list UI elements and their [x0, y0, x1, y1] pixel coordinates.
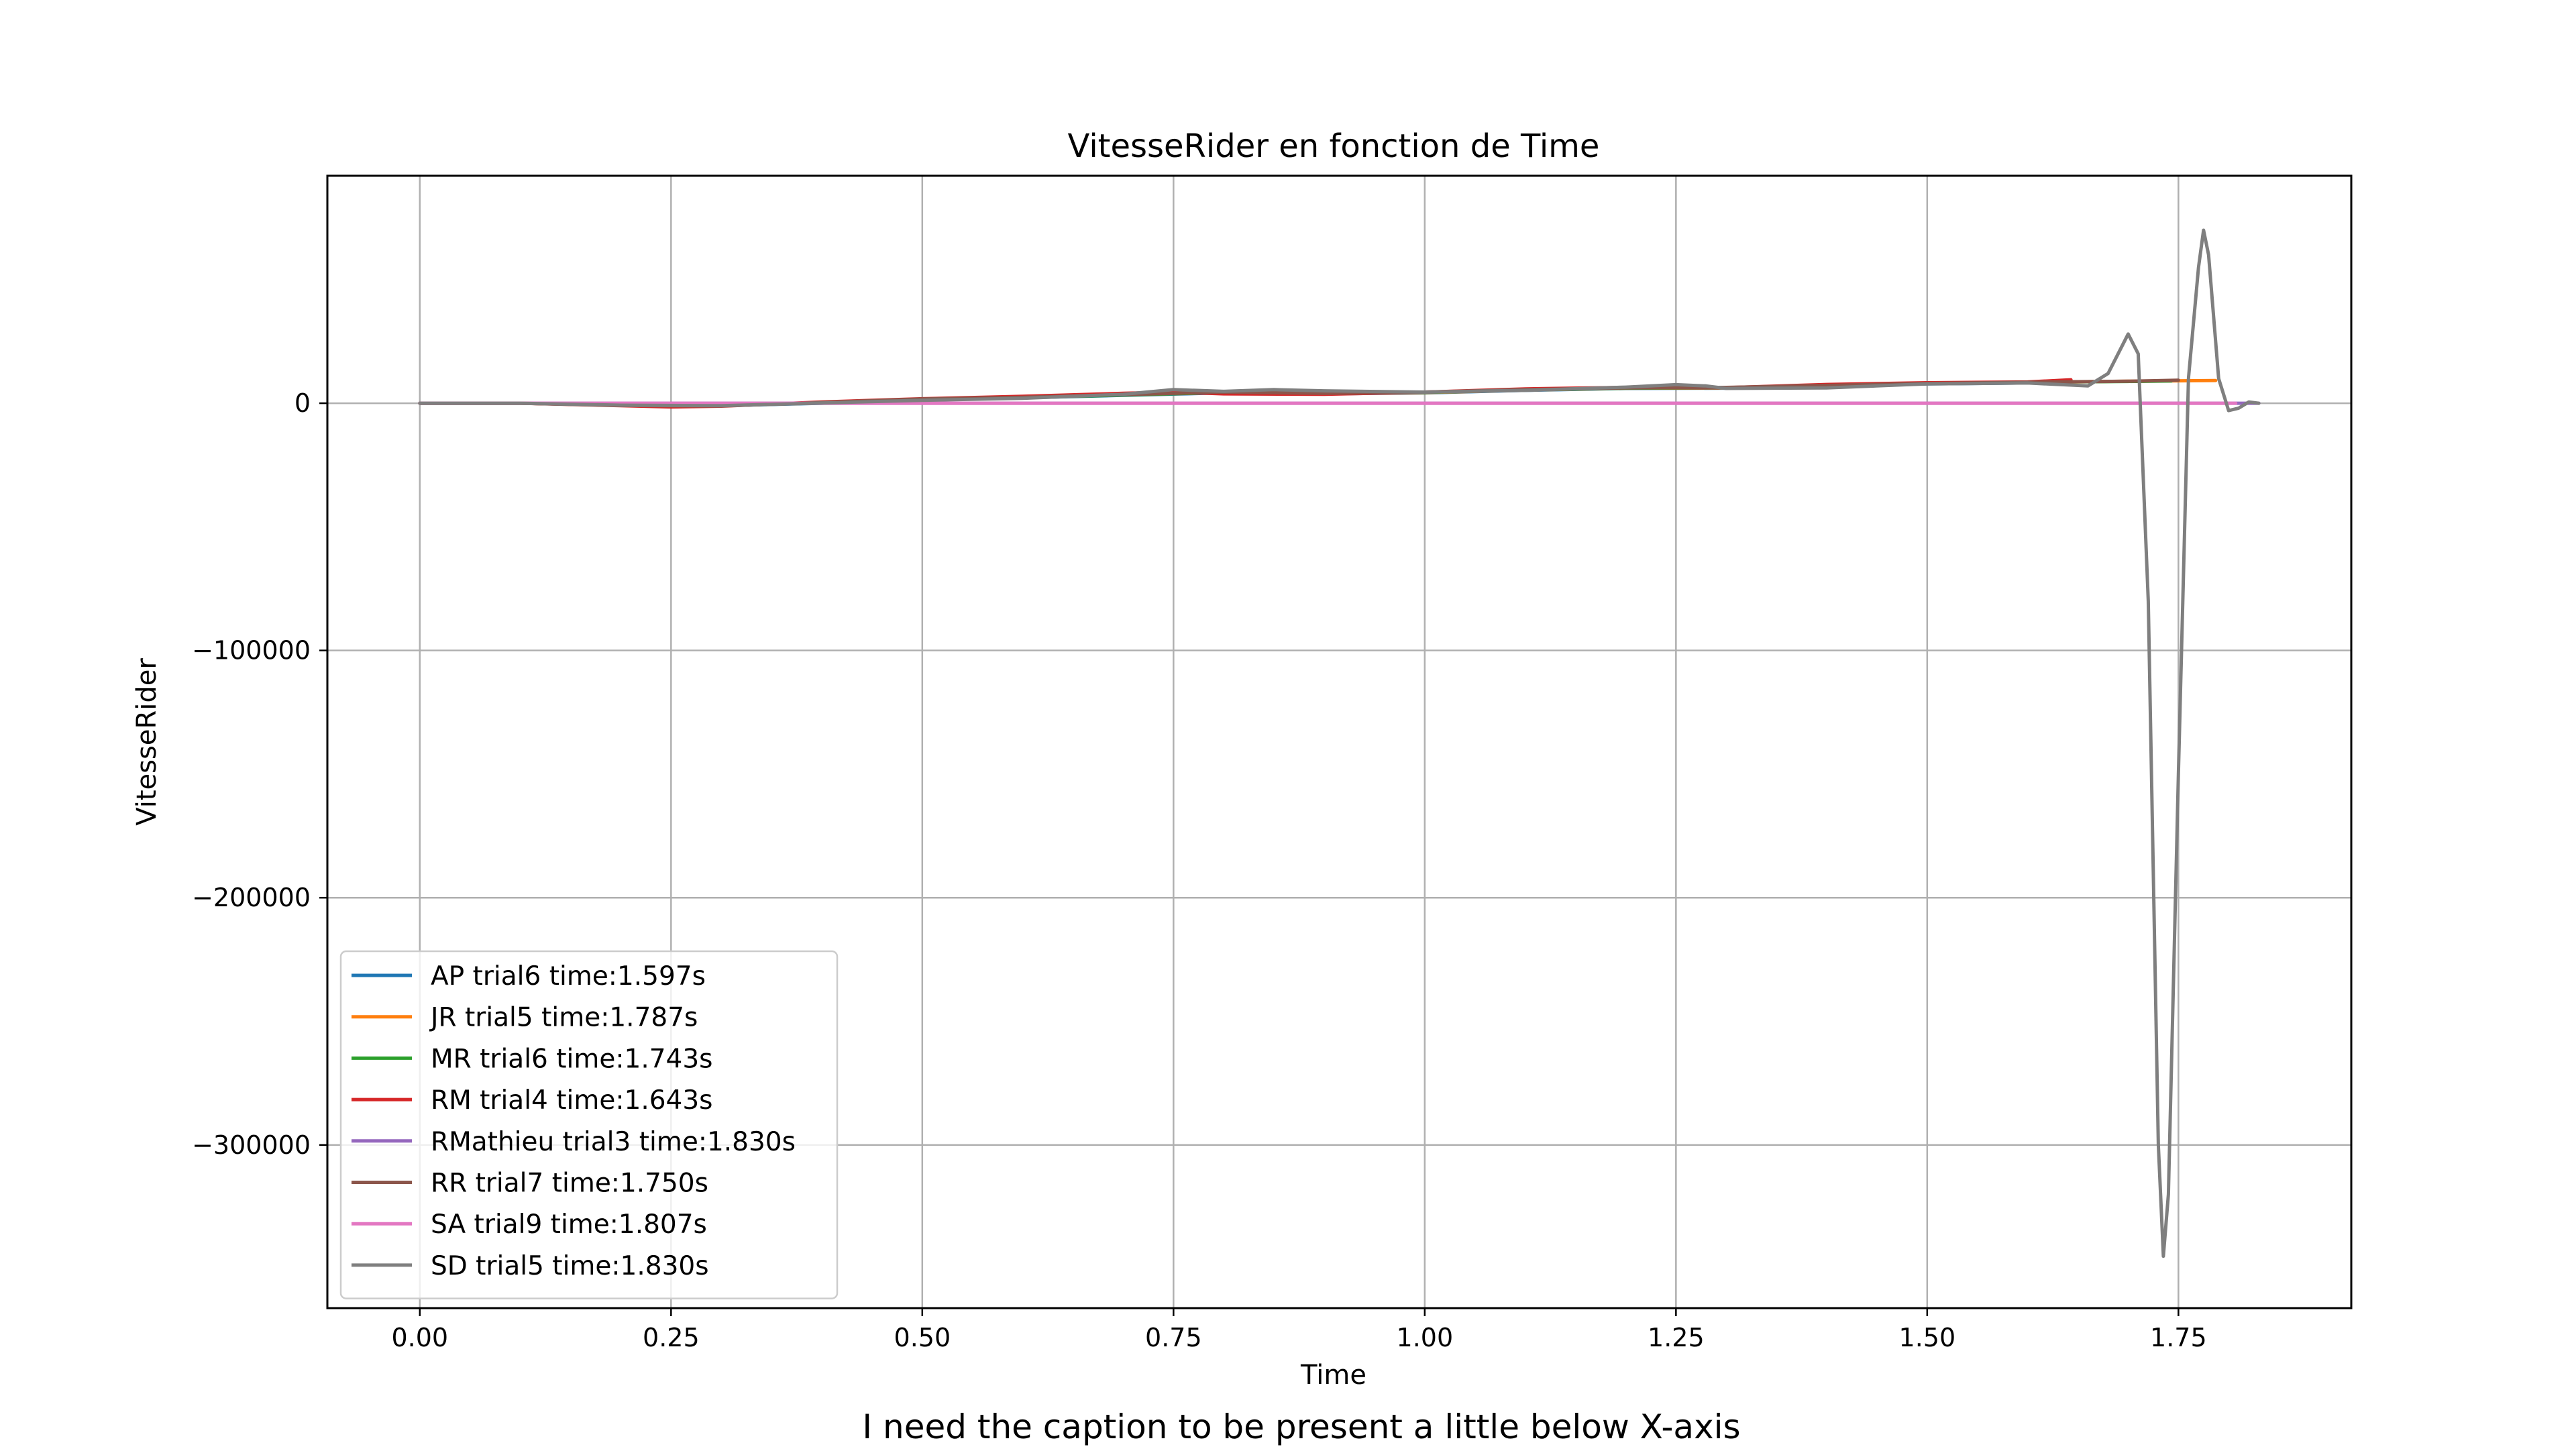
- legend-label: RMathieu trial3 time:1.830s: [431, 1127, 796, 1157]
- x-tick-label: 1.75: [2150, 1323, 2207, 1352]
- plot-frame: [326, 174, 2353, 1309]
- x-tick-label: 0.50: [894, 1323, 951, 1352]
- y-tick-label: 0: [294, 388, 311, 418]
- x-tick-label: 0.75: [1145, 1323, 1202, 1352]
- series-lines: [418, 228, 2261, 1258]
- legend-label: RM trial4 time:1.643s: [431, 1085, 712, 1116]
- legend-label: MR trial6 time:1.743s: [431, 1044, 712, 1074]
- legend-box: [339, 950, 839, 1299]
- legend-label: JR trial5 time:1.787s: [429, 1003, 698, 1033]
- series-line: [418, 228, 2261, 1258]
- y-tick-label: −200000: [192, 883, 311, 912]
- legend-label: SD trial5 time:1.830s: [431, 1251, 709, 1281]
- axes: 0.00 0.25 0.50 0.75 1.00 1.25 1.50 1.75 0 −100000…: [192, 174, 2353, 1352]
- chart-title: VitesseRider en fonction de Time: [1068, 127, 1600, 165]
- legend: AP trial6 time:1.597s JR trial5 time:1.78…: [339, 950, 839, 1299]
- legend-label: AP trial6 time:1.597s: [431, 961, 706, 991]
- x-tick-label: 1.25: [1648, 1323, 1705, 1352]
- y-tick-label: −300000: [192, 1130, 311, 1160]
- caption: I need the caption to be present a littl…: [862, 1407, 1740, 1446]
- x-tick-label: 0.25: [643, 1323, 700, 1352]
- legend-label: SA trial9 time:1.807s: [431, 1210, 707, 1240]
- x-tick-label: 1.00: [1397, 1323, 1454, 1352]
- x-axis-label: Time: [1300, 1360, 1366, 1391]
- y-axis-label: VitesseRider: [131, 658, 162, 826]
- y-tick-label: −100000: [192, 636, 311, 665]
- x-tick-label: 0.00: [392, 1323, 449, 1352]
- x-tick-label: 1.50: [1899, 1323, 1956, 1352]
- legend-label: RR trial7 time:1.750s: [431, 1169, 708, 1199]
